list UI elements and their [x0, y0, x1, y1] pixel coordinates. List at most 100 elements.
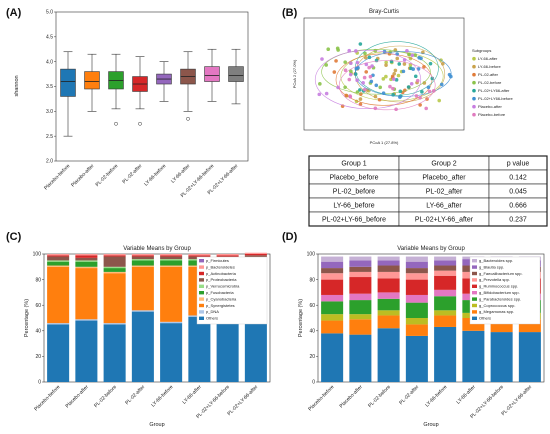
legend-swatch [199, 265, 204, 269]
legend-label: g_Bacteroides spp. [479, 258, 513, 263]
legend-swatch [199, 297, 204, 301]
scatter-point [368, 74, 373, 79]
bar-segment [434, 260, 457, 266]
scatter-point [410, 53, 415, 58]
scatter-point [411, 67, 415, 71]
scatter-point [354, 49, 358, 53]
box-body [204, 66, 220, 82]
bar-segment [160, 323, 183, 382]
x-tick-label: LY-66-before [143, 163, 167, 187]
y-tick-label: 60 [35, 303, 41, 309]
legend-label: p_Verrucomicrobia [206, 284, 240, 289]
bar-segment [321, 333, 344, 382]
bar-segment [405, 268, 428, 274]
x-tick-label: LY-66-after [181, 384, 203, 406]
y-tick-label: 3.0 [46, 109, 53, 115]
bar-segment [321, 314, 344, 321]
scatter-point [415, 78, 420, 83]
bar-segment [75, 260, 98, 262]
scatter-point [398, 89, 403, 94]
x-tick-label: LY-66-before [424, 384, 448, 408]
legend-marker [472, 104, 476, 109]
legend-marker [472, 72, 476, 77]
scatter-point [405, 48, 409, 53]
bar-segment [244, 255, 267, 258]
bar-segment [377, 328, 400, 382]
legend-swatch [472, 284, 477, 288]
scatter-point [347, 77, 352, 82]
bar-segment [75, 319, 98, 321]
x-tick-label: Placebo-before [33, 384, 61, 412]
scatter-point [414, 94, 419, 98]
scatter-point [348, 94, 352, 98]
legend-label: g_Megamonas spp. [479, 309, 514, 314]
y-tick-label: 3.5 [46, 84, 53, 90]
y-tick-label: 20 [35, 354, 41, 360]
legend-label: Others [479, 316, 491, 321]
scatter-point [347, 48, 352, 53]
legend-swatch [472, 278, 477, 282]
bar-segment [75, 261, 98, 267]
legend-label: p_Fusobacteria [206, 290, 234, 295]
scatter-point [374, 83, 379, 88]
legend-label: PL-02+LY66-before [478, 96, 514, 101]
x-tick-label: PL-02-before [93, 384, 118, 409]
bar-segment [131, 311, 154, 382]
panel-d-xlabel: Group [423, 422, 438, 428]
scatter-point [389, 59, 394, 64]
scatter-point [384, 60, 388, 65]
bar-segment [405, 256, 428, 262]
bar-segment [349, 277, 372, 294]
panel-d-stacked-bar: Variable Means by Group Group Percentage… [298, 246, 545, 428]
panel-b-xlabel: PCoA 1 (27.8%) [370, 140, 399, 145]
bar-segment [47, 323, 70, 325]
scatter-point [413, 53, 418, 57]
legend-swatch [199, 284, 204, 288]
legend-label: p_Proteobacteria [206, 277, 237, 282]
scatter-point [362, 75, 367, 80]
bar-segment [349, 314, 372, 320]
scatter-point [406, 85, 411, 89]
scatter-point [398, 95, 402, 99]
x-tick-label: Placebo-before [43, 163, 71, 191]
table-value: 0.666 [509, 203, 527, 210]
bar-segment [47, 261, 70, 266]
scatter-point [418, 95, 422, 100]
confidence-ellipse [354, 51, 452, 97]
y-tick-label: 80 [309, 277, 315, 283]
bar-segment [244, 252, 267, 254]
legend-swatch [472, 265, 477, 269]
scatter-point [334, 59, 338, 63]
scatter-point [391, 86, 395, 91]
bar-segment [349, 260, 372, 267]
bar-segment [405, 294, 428, 303]
bar-segment [131, 265, 154, 267]
scatter-point [373, 106, 378, 111]
bar-segment [321, 294, 344, 302]
scatter-point [344, 93, 349, 98]
legend-label: g_Blautia spp. [479, 264, 504, 269]
panel-label-d: (D) [282, 231, 298, 243]
scatter-point [343, 85, 347, 90]
scatter-point [358, 88, 362, 92]
panel-b-ylabel: PCoA 2 (27.0%) [292, 59, 297, 88]
bar-segment [160, 256, 183, 260]
scatter-point [358, 97, 363, 101]
scatter-point [355, 78, 359, 83]
legend-label: g_Coprococcus spp. [479, 303, 515, 308]
legend-swatch [199, 316, 204, 320]
panel-c-ylabel: Percentage (%) [24, 299, 30, 337]
scatter-point [364, 70, 369, 74]
bar-segment [321, 273, 344, 280]
bar-segment [131, 266, 154, 311]
table-value: LY-66_after [426, 203, 462, 210]
bar-segment [349, 319, 372, 335]
bar-segment [188, 316, 211, 382]
scatter-point [369, 79, 374, 84]
scatter-point [394, 78, 399, 82]
legend-label: p_Actinobacteria [206, 271, 237, 276]
x-tick-label: LY-66-before [150, 384, 174, 408]
y-tick-label: 4.5 [46, 35, 53, 41]
bar-segment [103, 271, 126, 274]
bar-segment [434, 310, 457, 316]
